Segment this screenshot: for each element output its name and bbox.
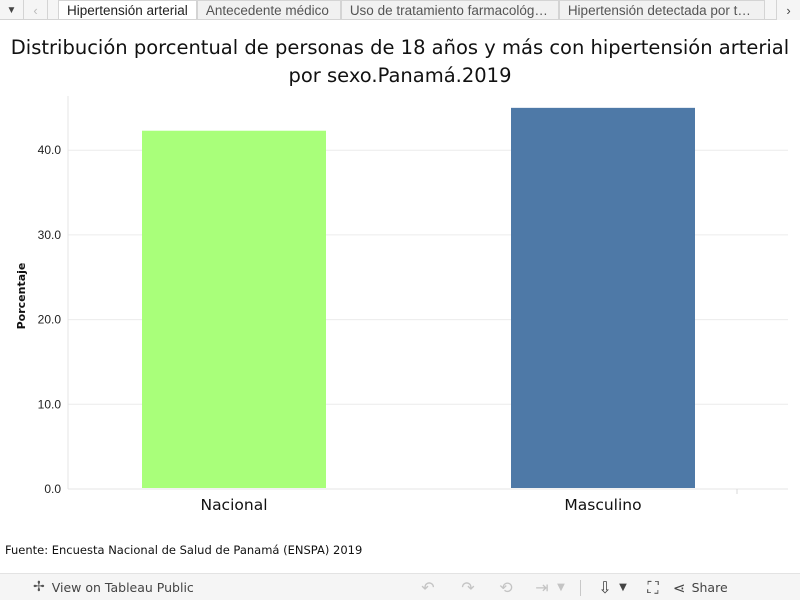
y-tick-label: 40.0 — [38, 143, 62, 157]
revert-icon[interactable]: ⟲ — [499, 578, 513, 597]
tabs-prev-button[interactable]: ‹ — [24, 0, 48, 20]
tabs-menu-button[interactable]: ▼ — [0, 0, 24, 20]
view-on-tableau-link[interactable]: ✢ View on Tableau Public — [33, 579, 194, 595]
y-axis-title: Porcentaje — [15, 263, 28, 330]
tab-hipertension-detectada[interactable]: Hipertensión detectada por tercera vez — [558, 0, 765, 19]
redo-icon[interactable]: ↷ — [461, 578, 475, 597]
chart-title: Distribución porcentual de personas de 1… — [10, 36, 790, 87]
toolbar-actions: ↶ ↷ ⟲ ⇥ ▼ ⇩ ▼ ⛶ ⋖ Share — [416, 574, 728, 600]
tableau-logo-icon: ✢ — [33, 579, 45, 595]
chevron-left-icon: ‹ — [33, 2, 38, 18]
share-icon: ⋖ — [673, 578, 686, 597]
download-icon[interactable]: ⇩ — [598, 578, 612, 597]
view-on-tableau-label: View on Tableau Public — [51, 579, 194, 595]
sheet-tab-bar: ▼ ‹ Hipertensión arterial Antecedente mé… — [0, 0, 800, 20]
x-category-label: Masculino — [564, 496, 641, 514]
x-category-label: Nacional — [200, 496, 267, 514]
chevron-right-icon: › — [786, 2, 791, 18]
bar-nacional[interactable] — [142, 130, 326, 488]
refresh-icon[interactable]: ⇥ — [535, 578, 549, 597]
share-label: Share — [691, 580, 728, 595]
tab-hipertension-arterial[interactable]: Hipertensión arterial — [58, 0, 197, 19]
tabs-list: Hipertensión arterial Antecedente médico… — [48, 0, 800, 19]
y-tick-label: 10.0 — [38, 397, 62, 411]
bar-masculino[interactable] — [511, 107, 695, 488]
share-button[interactable]: ⋖ Share — [673, 579, 728, 597]
download-menu-icon[interactable]: ▼ — [619, 582, 627, 593]
tab-antecedente-medico[interactable]: Antecedente médico — [196, 0, 341, 19]
x-axis-labels: Nacional Masculino — [200, 496, 641, 514]
y-tick-label: 30.0 — [38, 228, 62, 242]
fullscreen-icon[interactable]: ⛶ — [647, 577, 659, 597]
caret-down-icon: ▼ — [6, 4, 17, 16]
y-tick-label: 20.0 — [38, 313, 62, 327]
y-tick-label: 0.0 — [44, 482, 61, 496]
toolbar-separator — [580, 579, 581, 596]
refresh-menu-icon[interactable]: ▼ — [557, 582, 565, 593]
undo-icon[interactable]: ↶ — [421, 578, 435, 597]
y-axis-ticks: 0.0 10.0 20.0 30.0 40.0 — [38, 143, 62, 496]
bars — [142, 107, 695, 488]
tabs-next-button[interactable]: › — [776, 0, 800, 20]
tab-uso-tratamiento[interactable]: Uso de tratamiento farmacológico — [340, 0, 559, 19]
source-note: Fuente: Encuesta Nacional de Salud de Pa… — [5, 543, 363, 557]
tableau-toolbar: ✢ View on Tableau Public ↶ ↷ ⟲ ⇥ ▼ ⇩ ▼ ⛶… — [0, 573, 800, 600]
